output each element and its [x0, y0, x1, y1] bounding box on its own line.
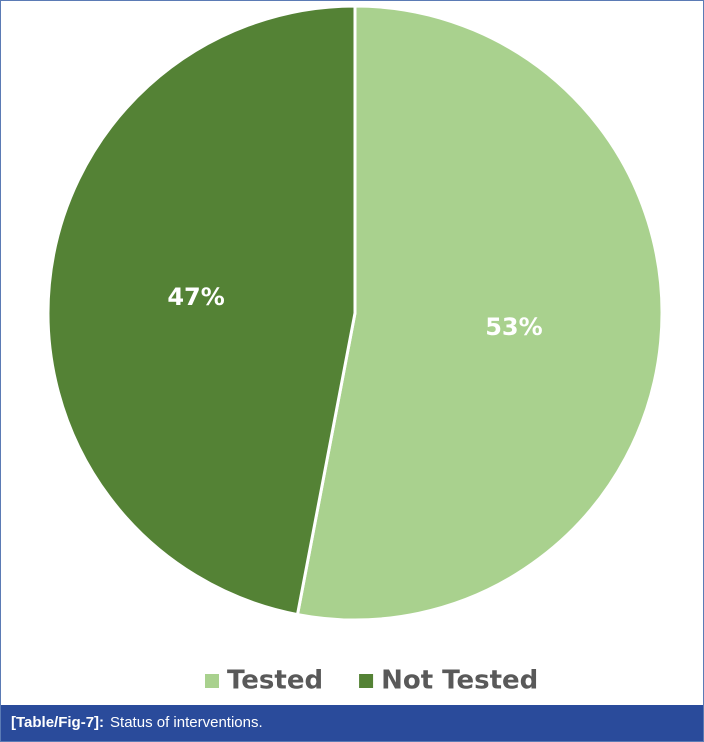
- pie-slice: [46, 4, 357, 617]
- data-label: 47%: [167, 283, 224, 311]
- legend-swatch: [205, 674, 219, 688]
- caption-label: [Table/Fig-7]:: [11, 714, 105, 731]
- chart: 53% 47% Tested Not Tested: [46, 4, 664, 696]
- data-label: 53%: [485, 313, 542, 341]
- pie-slice: [295, 4, 664, 622]
- legend-swatch: [359, 674, 374, 688]
- legend-label: Tested: [227, 666, 323, 696]
- caption-text: Status of interventions.: [110, 714, 263, 731]
- caption: [Table/Fig-7]: Status of interventions.: [1, 705, 703, 741]
- legend-label: Not Tested: [381, 666, 538, 696]
